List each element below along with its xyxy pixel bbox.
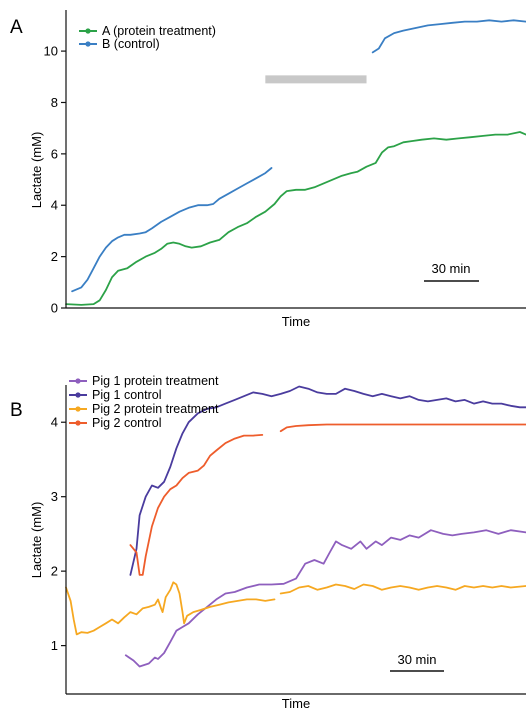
panel-b-legend-label-4: Pig 2 control — [92, 416, 161, 430]
panel-a-series-group — [65, 19, 526, 306]
panel-a-legend-label-1: A (protein treatment) — [102, 24, 216, 38]
panel-a-y-tick-label: 2 — [51, 249, 58, 264]
panel-a-chart: A 0 2 4 6 8 10 A (protein treatment)B (contro… — [10, 10, 526, 329]
panel-b-series-line-4-segment-1 — [129, 434, 264, 576]
panel-b-axes: 1 2 3 4 — [51, 385, 526, 695]
panel-a-legend-marker-1 — [85, 28, 91, 34]
panel-b-legend-marker-3 — [75, 406, 81, 412]
panel-b-scale-bar: 30 min — [390, 652, 444, 672]
panel-b-series-line-4-segment-2 — [279, 423, 526, 433]
panel-a-gap-bar-group — [265, 75, 367, 84]
panel-b-scale-bar-label: 30 min — [397, 652, 436, 667]
panel-b-legend-marker-4 — [75, 420, 81, 426]
panel-b-series-group — [65, 385, 526, 668]
panel-b-legend-label-3: Pig 2 protein treatment — [92, 402, 219, 416]
panel-a-axes: 0 2 4 6 8 10 — [44, 10, 526, 316]
panel-b-legend-label-1: Pig 1 protein treatment — [92, 374, 219, 388]
panel-a-y-tick-label: 0 — [51, 301, 58, 316]
panel-b-legend-label-2: Pig 1 control — [92, 388, 161, 402]
panel-a-series-line-2-segment-1 — [71, 167, 273, 293]
panel-a-scale-bar: 30 min — [424, 261, 479, 282]
panel-b-legend-marker-2 — [75, 392, 81, 398]
panel-b-series-line-3-segment-2 — [279, 583, 526, 595]
panel-b-y-tick-label: 2 — [51, 564, 58, 579]
panel-a-y-axis-label: Lactate (mM) — [29, 132, 44, 209]
panel-a-y-tick-label: 6 — [51, 146, 58, 161]
panel-a-scale-bar-label: 30 min — [431, 261, 470, 276]
panel-a-legend-label-2: B (control) — [102, 37, 160, 51]
panel-b-y-tick-label: 1 — [51, 638, 58, 653]
panel-b-series-line-1-segment-1 — [124, 529, 526, 668]
panel-a-series-line-1-segment-1 — [65, 131, 526, 306]
panel-b-x-axis-label: Time — [282, 696, 310, 711]
panel-b-y-axis-label: Lactate (mM) — [29, 502, 44, 579]
panel-a-y-tick-label: 8 — [51, 95, 58, 110]
panel-b-series-line-3-segment-1 — [65, 581, 276, 636]
panel-b-letter: B — [10, 400, 23, 421]
panel-a-gap-bar — [265, 75, 367, 84]
panel-b-legend-marker-1 — [75, 378, 81, 384]
panel-a-legend-marker-2 — [85, 41, 91, 47]
panel-a-y-tick-label: 10 — [44, 44, 58, 59]
panel-b-y-tick-label: 4 — [51, 415, 58, 430]
panel-a-letter: A — [10, 17, 23, 38]
panel-a-series-line-2-segment-2 — [371, 19, 526, 54]
panel-a-legend: A (protein treatment)B (control) — [79, 24, 216, 51]
panel-b-y-tick-label: 3 — [51, 489, 58, 504]
panel-b-series-line-2-segment-1 — [129, 385, 526, 576]
panel-a-x-axis-label: Time — [282, 314, 310, 329]
panel-a-y-tick-label: 4 — [51, 198, 58, 213]
